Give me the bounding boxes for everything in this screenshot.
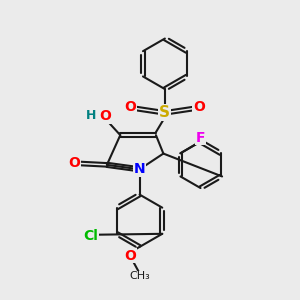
Text: N: N <box>134 162 146 176</box>
Text: O: O <box>125 248 136 262</box>
Text: O: O <box>125 100 136 114</box>
Text: O: O <box>99 109 111 123</box>
Text: S: S <box>159 105 170 120</box>
Text: CH₃: CH₃ <box>129 271 150 281</box>
Text: H: H <box>86 109 96 122</box>
Text: F: F <box>196 130 205 145</box>
Text: O: O <box>68 156 80 170</box>
Text: O: O <box>193 100 205 114</box>
Text: Cl: Cl <box>83 229 98 243</box>
